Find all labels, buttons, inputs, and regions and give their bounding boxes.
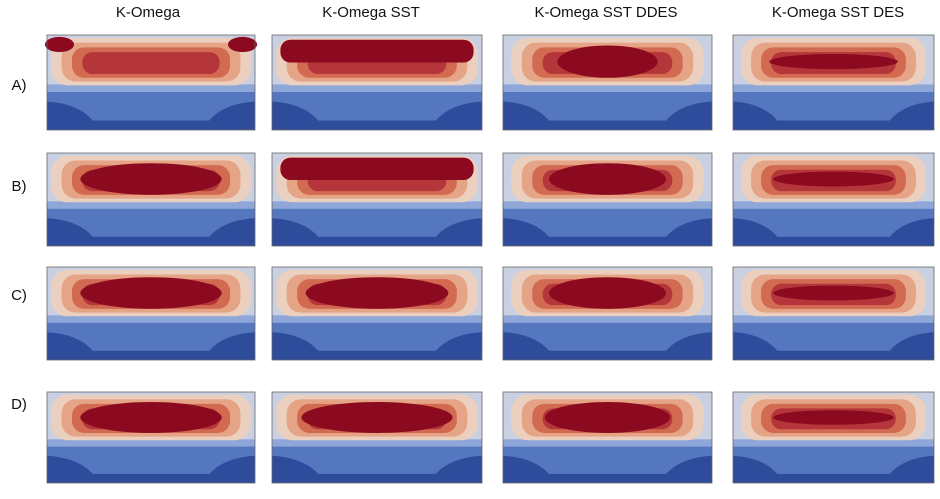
contour-core: [80, 277, 222, 309]
contour-core: [280, 157, 474, 180]
column-header: K-Omega SST DDES: [534, 4, 677, 21]
panel-frame: [271, 391, 483, 484]
panel-frame: [502, 152, 713, 247]
contour-core: [305, 277, 449, 309]
panel-frame: [502, 266, 713, 361]
panel-frame: [732, 34, 935, 131]
panel-frame: [46, 266, 256, 361]
contour-core: [773, 285, 894, 301]
panel-frame: [46, 34, 256, 131]
column-header: K-Omega SST: [322, 4, 420, 21]
panel-frame: [46, 391, 256, 484]
contour-core: [44, 36, 75, 53]
row-label: A): [12, 77, 27, 94]
panel-frame: [732, 391, 935, 484]
column-header: K-Omega SST DES: [772, 4, 904, 21]
panel-frame: [502, 391, 713, 484]
contour-core: [301, 402, 453, 433]
row-label: B): [12, 178, 27, 195]
panel-frame: [46, 152, 256, 247]
contour-core: [80, 402, 222, 433]
contour-core: [773, 410, 894, 425]
contour-core: [769, 54, 898, 70]
contour-core: [544, 402, 671, 433]
panel-frame: [502, 34, 713, 131]
row-label: D): [11, 396, 27, 413]
contour-core: [280, 39, 474, 63]
contour-core: [227, 36, 258, 53]
panel-frame: [271, 152, 483, 247]
panel-frame: [732, 152, 935, 247]
contour-core: [80, 163, 222, 195]
panel-frame: [271, 34, 483, 131]
panel-frame: [271, 266, 483, 361]
panel-frame: [732, 266, 935, 361]
row-label: C): [11, 287, 27, 304]
contour: [82, 52, 220, 74]
column-header: K-Omega: [116, 4, 181, 21]
contour-core: [557, 45, 658, 78]
contour-core: [548, 277, 667, 309]
contour-core: [548, 163, 667, 195]
contour-core: [773, 171, 894, 187]
